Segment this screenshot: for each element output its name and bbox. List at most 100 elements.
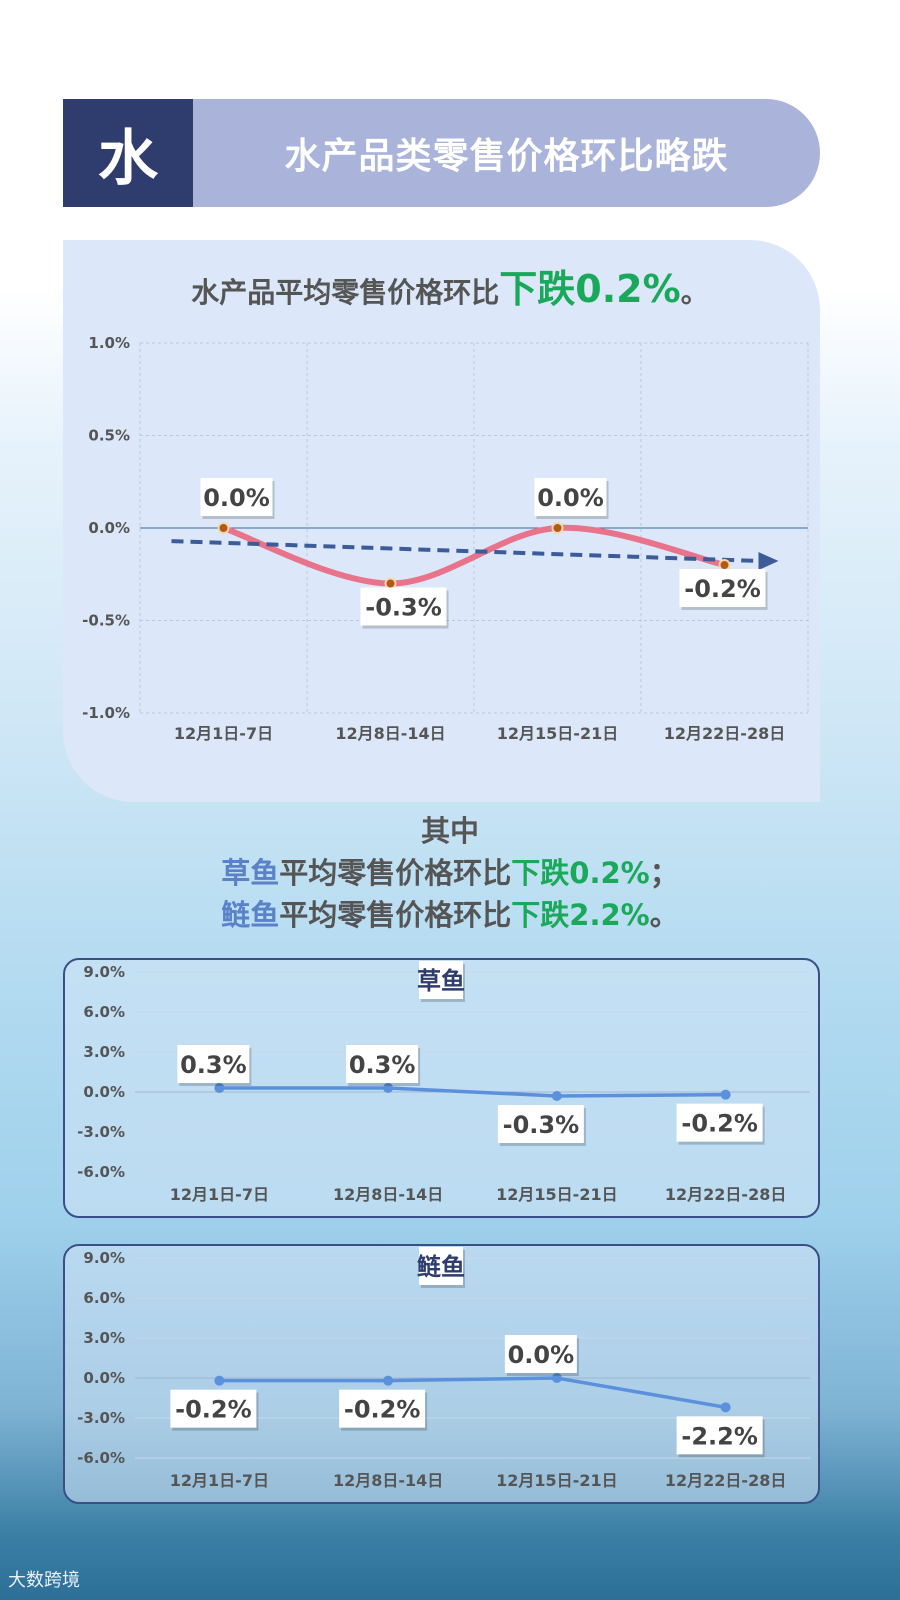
x-tick-label: 12月1日-7日 [170,1471,269,1490]
data-label: 0.0% [537,484,604,512]
chart-title-box: 草鱼 [417,961,465,1002]
x-tick-label: 12月22日-28日 [664,724,785,743]
x-tick-label: 12月1日-7日 [170,1185,269,1204]
data-label: 0.3% [180,1051,247,1079]
x-tick-label: 12月15日-21日 [496,1471,617,1490]
data-label-bg [676,1103,763,1142]
y-tick-label: -6.0% [77,1449,125,1467]
main-chart-title: 水产品平均零售价格环比下跌0.2%。 [0,258,900,313]
summary-line-grass-carp: 草鱼平均零售价格环比下跌0.2%； [0,850,900,892]
data-label: 0.0% [508,1341,575,1369]
data-label-box: 0.3% [346,1045,421,1086]
series-line [220,524,728,587]
y-tick-label: 0.0% [88,519,130,537]
y-tick-label: 0.0% [83,1083,125,1101]
data-label: 0.3% [349,1051,416,1079]
data-point [720,1402,731,1413]
main-chart-panel [63,240,820,802]
grass-carp-text: 平均零售价格环比 [279,856,512,890]
x-tick-label: 12月22日-28日 [665,1185,786,1204]
grass-carp-label: 草鱼 [221,856,280,890]
data-label: -0.3% [365,594,442,622]
data-label: 0.0% [203,484,270,512]
grass-carp-change: 下跌0.2% [511,856,650,890]
data-label-bg [177,1045,250,1083]
chart-title-bg [419,1247,463,1285]
data-label-box: -0.3% [497,1105,586,1146]
series-line [219,1376,726,1410]
y-tick-label: 6.0% [83,1003,125,1021]
trend-arrow [758,552,779,571]
y-tick-label: -0.5% [82,612,130,630]
y-tick-label: -3.0% [77,1409,125,1427]
data-label-box: -0.2% [676,1103,765,1145]
data-label: -0.3% [503,1111,580,1139]
summary-heading: 其中 [420,814,479,848]
data-label-box: -0.2% [170,1389,259,1431]
data-label: -0.2% [684,575,761,603]
section-badge: 水 [63,99,193,207]
data-label-bg [346,1045,419,1083]
chart-title: 鲢鱼 [417,1253,465,1281]
data-label-bg [170,1389,257,1428]
data-label-box: -0.3% [360,587,449,629]
data-label: -0.2% [681,1110,758,1138]
chart-title: 草鱼 [417,967,465,995]
footer-logo: 大数跨境 [8,1570,80,1591]
x-tick-label: 12月8日-14日 [333,1185,443,1204]
data-label-bg [200,478,273,516]
y-tick-label: 0.5% [88,427,130,445]
data-point [214,1083,225,1093]
data-label-box: -0.2% [339,1389,428,1431]
silver-carp-end: 。 [649,898,679,932]
chart-title-box: 鲢鱼 [417,1247,465,1288]
data-label-box: -2.2% [676,1416,765,1458]
data-point [551,1091,562,1101]
data-label-box: 0.0% [534,478,609,519]
chart-title-bg [419,961,463,999]
data-label-bg [676,1416,763,1455]
data-label-bg [679,569,766,607]
data-label-bg [534,478,607,516]
silver-carp-text: 平均零售价格环比 [279,898,512,932]
y-tick-label: -1.0% [82,704,130,722]
data-label-bg [360,587,447,626]
main-title-highlight: 下跌0.2% [499,267,681,311]
data-label-box: 0.0% [200,478,275,519]
data-label-bg [339,1389,426,1428]
data-label-box: 0.3% [177,1045,252,1086]
section-header: 水 水产品类零售价格环比略跌 [63,99,820,207]
y-tick-label: -3.0% [77,1123,125,1141]
data-label-bg [504,1335,577,1373]
y-tick-label: 0.0% [83,1369,125,1387]
data-label-box: 0.0% [504,1335,579,1376]
data-point [551,1373,562,1383]
main-title-prefix: 水产品平均零售价格环比 [191,276,500,309]
data-point [217,522,230,534]
y-tick-label: 3.0% [83,1043,125,1061]
data-point [383,1083,394,1093]
silver-carp-panel [63,1244,820,1504]
data-label: -0.2% [344,1396,421,1424]
data-point [720,1089,731,1100]
y-tick-label: 1.0% [88,334,130,352]
main-title-suffix: 。 [680,276,709,309]
x-tick-label: 12月8日-14日 [333,1471,443,1490]
section-title: 水产品类零售价格环比略跌 [193,99,820,207]
y-tick-label: -6.0% [77,1163,125,1181]
silver-carp-change: 下跌2.2% [511,898,650,932]
data-point [383,1375,394,1386]
y-tick-label: 3.0% [83,1329,125,1347]
grass-carp-end: ； [649,856,679,890]
silver-carp-label: 鲢鱼 [221,898,280,932]
y-tick-label: 9.0% [83,963,125,981]
data-point [214,1375,225,1386]
x-tick-label: 12月1日-7日 [174,724,273,743]
grass-carp-panel [63,958,820,1218]
summary-line-silver-carp: 鲢鱼平均零售价格环比下跌2.2%。 [0,892,900,934]
data-label-box: -0.2% [679,569,768,610]
x-tick-label: 12月8日-14日 [335,724,445,743]
series-line [219,1086,726,1098]
